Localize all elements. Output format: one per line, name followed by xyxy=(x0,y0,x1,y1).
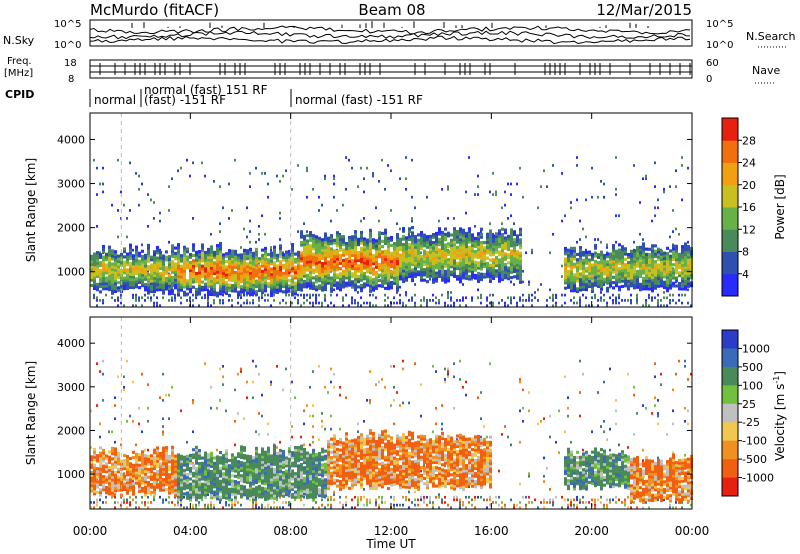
colorbar-tick-label: 500 xyxy=(742,361,763,374)
colorbar-swatch xyxy=(722,440,738,460)
power-ylabel: Slant Range [km] xyxy=(24,158,38,262)
x-tick-label: 00:00 xyxy=(73,524,108,538)
power-colorbar: 4 8 12 16 20 24 28 Power [dB] xyxy=(721,117,787,297)
velocity-colorbar-label: Velocity [m s-1] xyxy=(772,371,787,461)
y-tick-label: 1000 xyxy=(57,468,85,481)
nsearch-label: N.Search xyxy=(746,30,796,43)
date-title: 12/Mar/2015 xyxy=(596,1,692,19)
velocity-ylabel: Slant Range [km] xyxy=(24,361,38,465)
x-tick-label: 00:00 xyxy=(675,524,710,538)
nsky-tick-bottom: 10^0 xyxy=(54,40,81,51)
colorbar-swatch xyxy=(722,229,738,252)
colorbar-swatch xyxy=(722,251,738,275)
freq-tick-bottom: 8 xyxy=(68,74,74,85)
cpid-panel: CPID normal normal (fast) 151 RF (fast) … xyxy=(5,83,423,107)
x-tick-label: 04:00 xyxy=(173,524,208,538)
x-tick-label: 08:00 xyxy=(273,524,308,538)
freq-tick-top: 18 xyxy=(64,58,77,69)
colorbar-tick-label: 20 xyxy=(742,179,756,192)
y-tick-label: 4000 xyxy=(57,337,85,350)
nsky-label: N.Sky xyxy=(3,34,35,47)
colorbar-tick-label: 12 xyxy=(742,223,756,236)
colorbar-tick-label: -100 xyxy=(742,435,767,448)
freq-label-line2: [MHz] xyxy=(4,68,33,79)
colorbar-swatch xyxy=(722,403,738,423)
velocity-colorbar: 1000 500 100 25 -25 -100 -500 -1000 Velocity [m… xyxy=(721,329,787,497)
colorbar-swatch xyxy=(722,422,738,442)
nsky-tick-top: 10^5 xyxy=(54,19,81,30)
power-panel: 1000 2000 3000 4000 Slant Range [km] xyxy=(24,112,693,308)
x-tick-label: 16:00 xyxy=(474,524,509,538)
colorbar-swatch xyxy=(722,184,738,208)
x-tick-label: 20:00 xyxy=(574,524,609,538)
velocity-data-layer xyxy=(90,317,693,509)
nsearch-tick-top: 10^5 xyxy=(706,19,733,30)
noise-panel: N.Sky 10^5 10^0 10^5 10^0 N.Search xyxy=(3,19,796,51)
colorbar-tick-label: 1000 xyxy=(742,342,770,355)
cpid-segment-normal-fast-minus151: normal (fast) -151 RF xyxy=(295,93,423,107)
cpid-segment-normal: normal xyxy=(94,93,136,107)
colorbar-swatch xyxy=(722,459,738,479)
colorbar-tick-label: 8 xyxy=(742,246,749,259)
colorbar-tick-label: 25 xyxy=(742,398,756,411)
colorbar-tick-label: 16 xyxy=(742,201,756,214)
colorbar-swatch xyxy=(722,330,738,349)
colorbar-tick-label: -25 xyxy=(742,416,760,429)
velocity-panel: 1000 2000 3000 4000 00:00 04:00 08:00 12:00 16:… xyxy=(24,113,709,551)
y-tick-label: 3000 xyxy=(57,178,85,191)
colorbar-swatch xyxy=(722,348,738,368)
colorbar-tick-label: 4 xyxy=(742,268,749,281)
power-colorbar-label: Power [dB] xyxy=(773,174,787,239)
colorbar-tick-label: 28 xyxy=(742,134,756,147)
colorbar-swatch xyxy=(722,140,738,163)
colorbar-swatch xyxy=(722,118,738,141)
colorbar-tick-label: 24 xyxy=(742,157,756,170)
nave-tick-bottom: 0 xyxy=(706,74,712,85)
colorbar-swatch xyxy=(722,385,738,405)
cpid-segment-fast-minus151: (fast) -151 RF xyxy=(144,93,226,107)
station-title: McMurdo (fitACF) xyxy=(90,1,219,19)
colorbar-swatch xyxy=(722,207,738,230)
y-tick-label: 1000 xyxy=(57,266,85,279)
colorbar-swatch xyxy=(722,162,738,186)
freq-panel: 18 8 Freq. [MHz] 60 0 Nave xyxy=(4,56,780,85)
colorbar-swatch xyxy=(722,273,738,297)
y-tick-label: 2000 xyxy=(57,222,85,235)
x-axis-label: Time UT xyxy=(365,537,416,551)
colorbar-tick-label: 100 xyxy=(742,379,763,392)
x-tick-label: 12:00 xyxy=(374,524,409,538)
colorbar-swatch xyxy=(722,366,738,386)
nsearch-tick-bottom: 10^0 xyxy=(706,40,733,51)
colorbar-swatch xyxy=(722,477,738,497)
colorbar-tick-label: -500 xyxy=(742,453,767,466)
y-tick-label: 4000 xyxy=(57,133,85,146)
cpid-label: CPID xyxy=(5,88,34,101)
time-x-axis: 00:00 04:00 08:00 12:00 16:00 20:00 00:00 xyxy=(73,113,710,538)
cpid-segment-fast-151: normal (fast) 151 RF xyxy=(144,83,268,97)
y-tick-label: 3000 xyxy=(57,381,85,394)
velocity-y-axis: 1000 2000 3000 4000 xyxy=(57,337,692,481)
y-tick-label: 2000 xyxy=(57,424,85,437)
power-data-layer xyxy=(90,113,693,307)
freq-label-line1: Freq. xyxy=(7,56,32,67)
nave-label: Nave xyxy=(752,64,780,77)
colorbar-tick-label: -1000 xyxy=(742,472,774,485)
beam-title: Beam 08 xyxy=(358,1,425,19)
power-y-axis: 1000 2000 3000 4000 xyxy=(57,133,692,279)
nave-tick-top: 60 xyxy=(706,58,719,69)
